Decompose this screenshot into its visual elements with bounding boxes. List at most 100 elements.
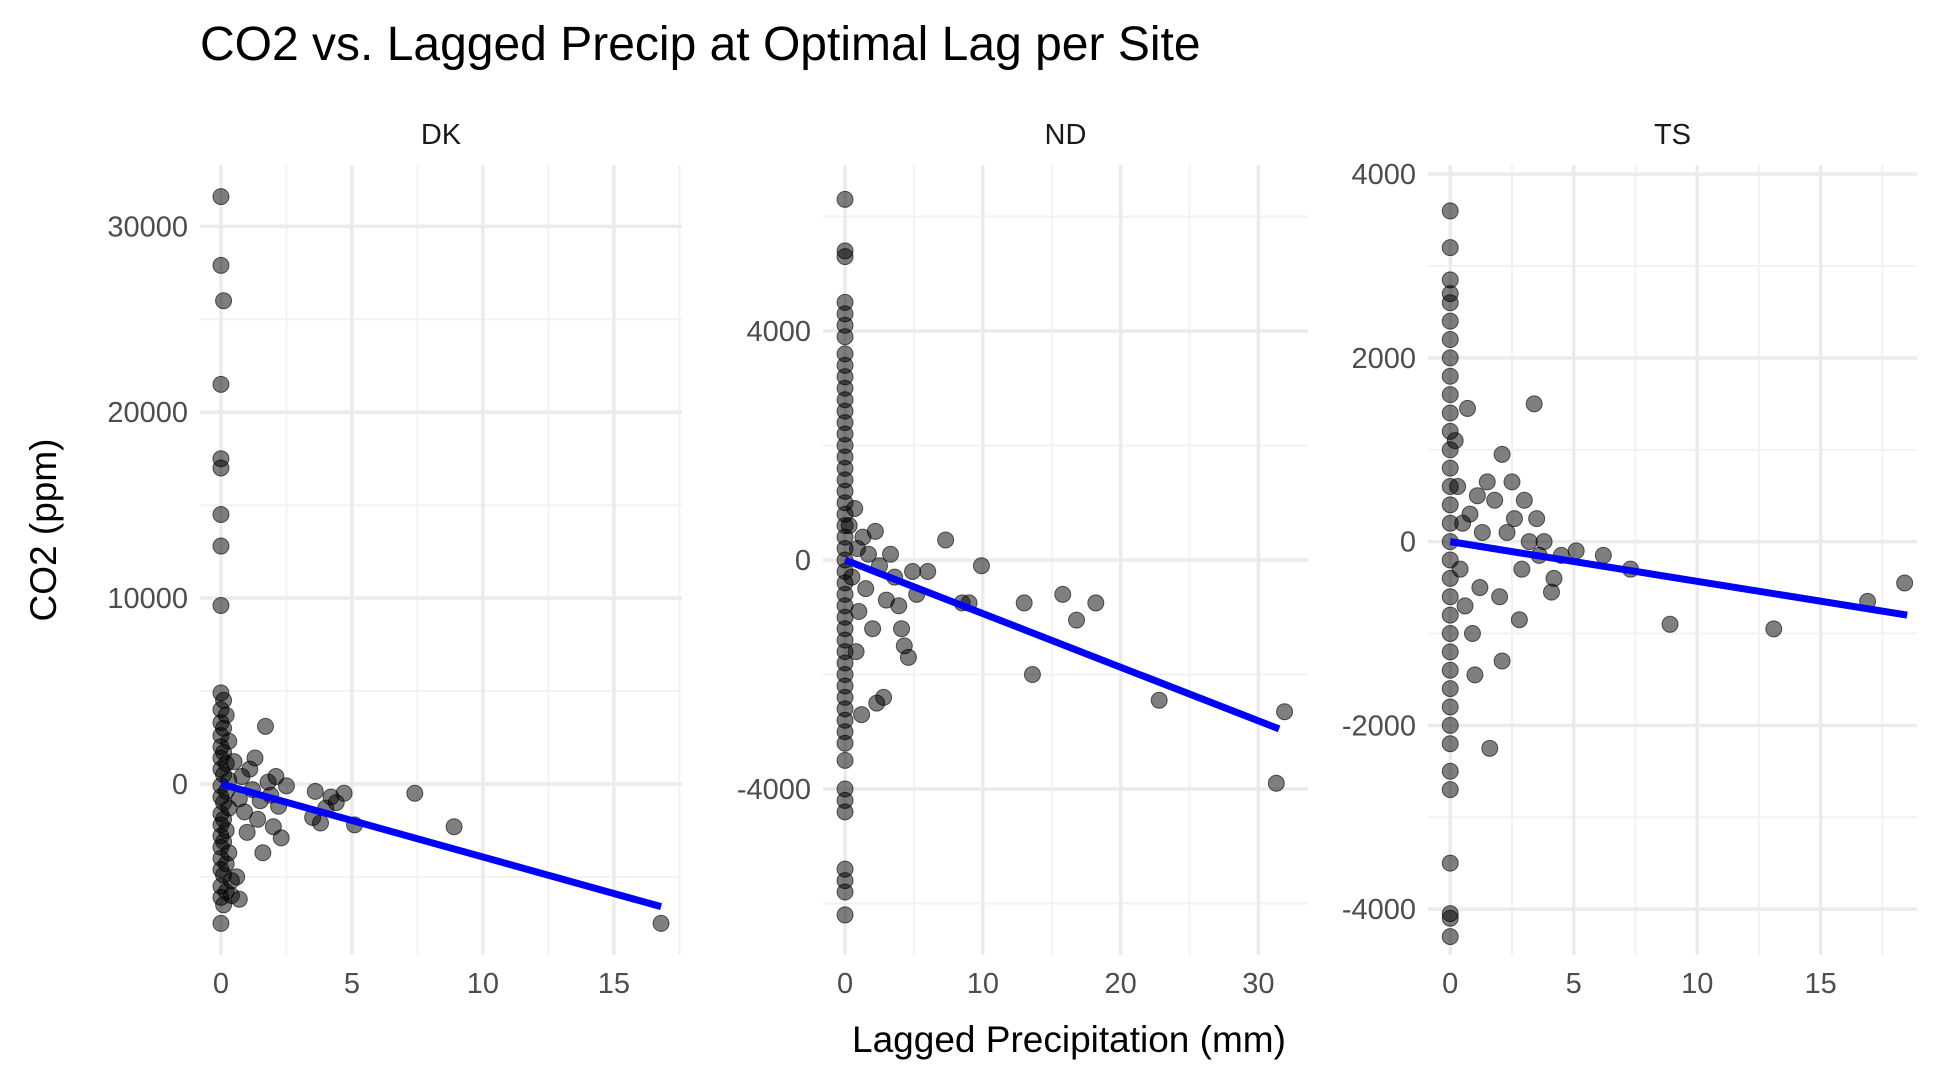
y-tick-label: -2000: [1342, 710, 1416, 742]
data-point: [1267, 774, 1285, 792]
data-point: [846, 499, 864, 517]
data-point: [312, 814, 329, 832]
data-point: [1441, 404, 1459, 422]
data-point: [212, 459, 230, 477]
data-point: [212, 537, 230, 555]
data-point: [1441, 698, 1459, 716]
data-point: [1594, 546, 1612, 564]
data-point: [1276, 703, 1294, 721]
data-point: [853, 706, 871, 724]
data-point: [1471, 579, 1489, 597]
data-point: [836, 734, 854, 752]
data-point: [904, 562, 922, 580]
data-point: [1441, 239, 1459, 257]
x-tick-label: 10: [967, 968, 999, 1000]
data-point: [249, 810, 267, 828]
panel-strip-label: ND: [1045, 119, 1087, 151]
x-tick-label: 5: [1566, 968, 1582, 1000]
data-point: [406, 784, 424, 802]
data-point: [850, 603, 868, 621]
data-point: [652, 914, 670, 932]
x-axis-title: Lagged Precipitation (mm): [852, 1019, 1286, 1060]
data-point: [256, 717, 274, 735]
data-point: [1441, 661, 1459, 679]
data-point: [836, 328, 854, 346]
data-point: [1441, 588, 1459, 606]
data-point: [1441, 854, 1459, 872]
data-point: [212, 597, 230, 615]
data-point: [254, 844, 272, 862]
y-tick-label: 0: [1400, 527, 1416, 559]
data-point: [1535, 533, 1553, 551]
chart-title: CO2 vs. Lagged Precip at Optimal Lag per…: [200, 18, 1201, 71]
x-tick-label: 0: [213, 968, 229, 1000]
data-point: [445, 818, 463, 836]
data-point: [1441, 294, 1459, 312]
data-point: [836, 751, 854, 769]
data-point: [1510, 611, 1528, 629]
data-point: [1520, 533, 1538, 551]
data-point: [857, 580, 875, 598]
data-point: [1441, 909, 1459, 927]
data-point: [1449, 478, 1467, 496]
data-point: [1441, 716, 1459, 734]
data-point: [1473, 523, 1491, 541]
data-point: [225, 753, 243, 771]
data-point: [972, 557, 990, 575]
data-point: [1486, 491, 1504, 509]
data-point: [1545, 569, 1563, 587]
data-point: [1461, 505, 1479, 523]
data-point: [1441, 331, 1459, 349]
data-point: [843, 568, 861, 586]
data-point: [875, 688, 893, 706]
data-point: [1441, 367, 1459, 385]
data-point: [893, 620, 911, 638]
data-point: [836, 906, 854, 924]
data-point: [836, 190, 854, 208]
data-point: [1493, 652, 1511, 670]
data-point: [1463, 624, 1481, 642]
panel-strip-label: DK: [421, 119, 462, 151]
panel-strip-label: TS: [1654, 119, 1691, 151]
data-point: [306, 782, 324, 800]
x-tick-label: 20: [1104, 968, 1136, 1000]
x-tick-label: 0: [837, 968, 853, 1000]
y-axis-title: CO2 (ppm): [23, 439, 64, 622]
data-point: [1491, 588, 1509, 606]
x-tick-label: 30: [1242, 968, 1274, 1000]
x-tick-label: 5: [344, 968, 360, 1000]
y-tick-label: 30000: [107, 211, 188, 243]
data-point: [1441, 606, 1459, 624]
panel-dk: DK 0 5 10 15 0 10000 20000 30000: [107, 119, 682, 1000]
data-point: [238, 823, 256, 841]
data-point: [1441, 643, 1459, 661]
data-point: [335, 784, 353, 802]
data-point: [1503, 473, 1521, 491]
regression-line: [1449, 538, 1908, 619]
data-point: [1513, 560, 1531, 578]
data-point: [859, 545, 877, 563]
y-tick-label: 4000: [1351, 159, 1416, 191]
data-point: [1451, 560, 1469, 578]
x-tick-label: 10: [1681, 968, 1713, 1000]
data-point: [1542, 583, 1560, 601]
data-point: [228, 868, 246, 886]
y-tick-label: 20000: [107, 397, 188, 429]
data-point: [1441, 312, 1459, 330]
data-point: [212, 375, 230, 393]
data-point: [1515, 491, 1533, 509]
data-point: [1498, 523, 1516, 541]
data-point: [1441, 496, 1459, 514]
data-point: [1441, 928, 1459, 946]
data-point: [1068, 611, 1086, 629]
data-point: [1087, 594, 1105, 612]
data-point: [1493, 445, 1511, 463]
data-point: [1441, 349, 1459, 367]
data-point: [272, 829, 290, 847]
data-point: [212, 914, 230, 932]
data-point: [230, 890, 248, 908]
data-point: [890, 597, 908, 615]
data-point: [1441, 202, 1459, 220]
